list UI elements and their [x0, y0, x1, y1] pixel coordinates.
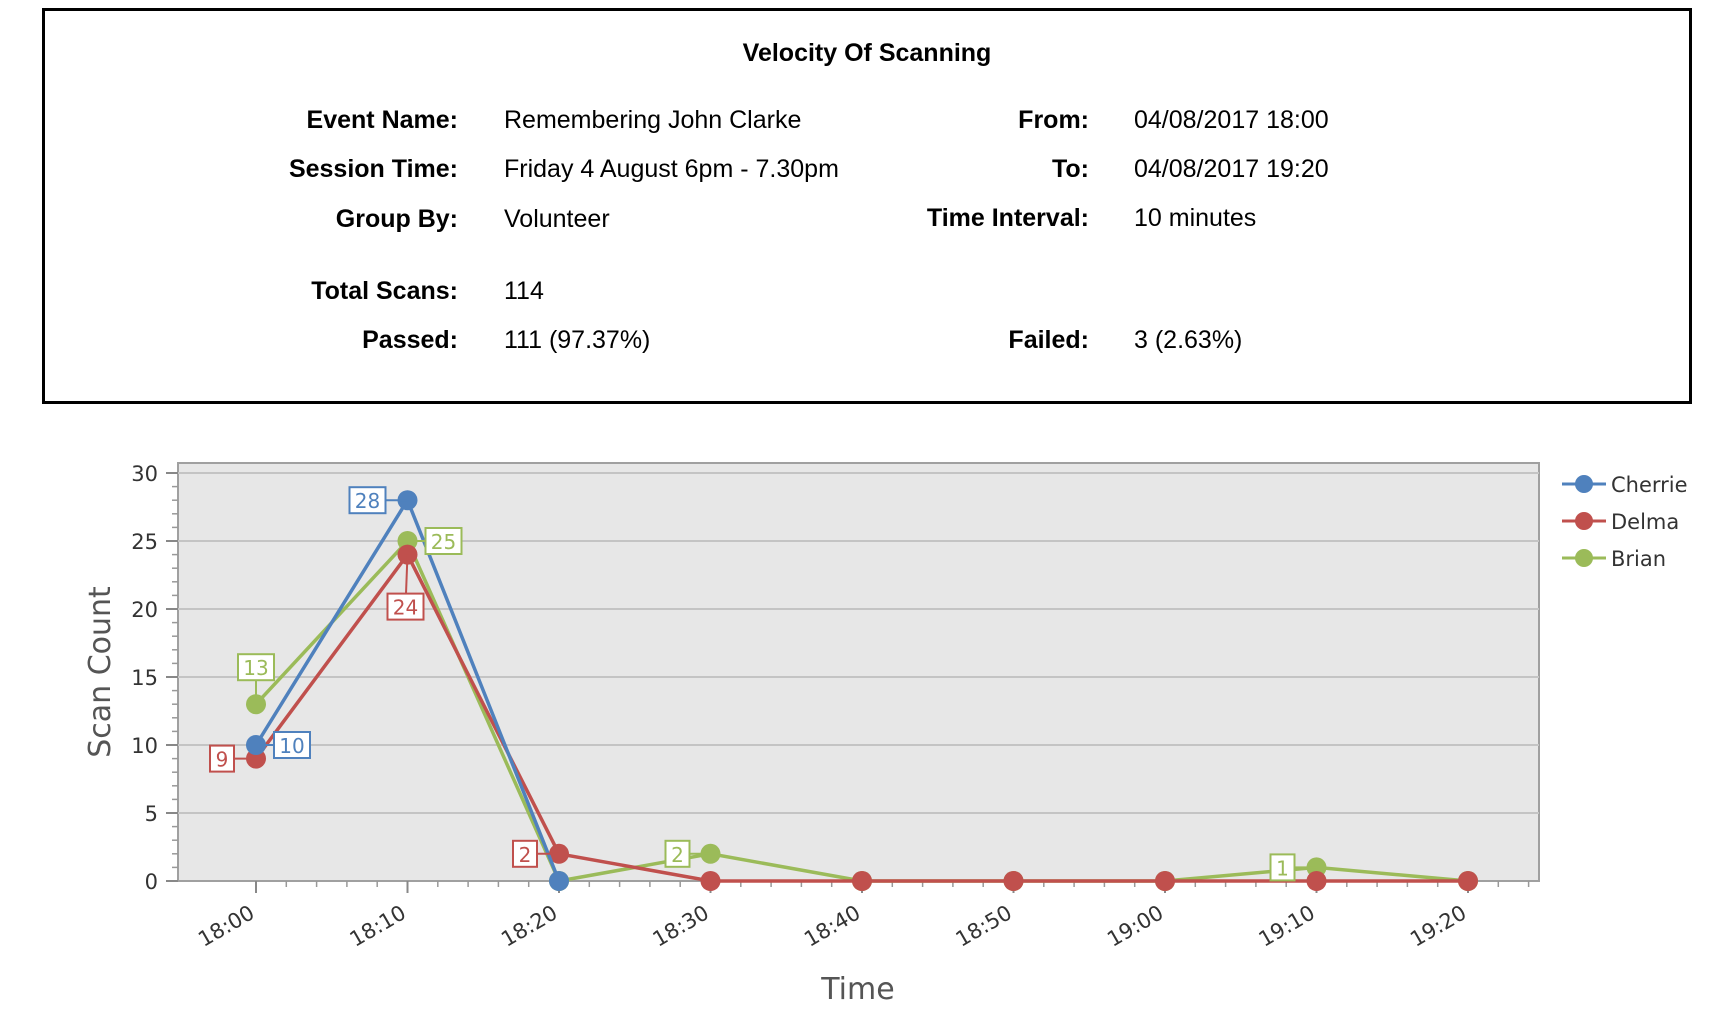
x-tick-label: 19:10	[1255, 901, 1319, 952]
plot-area	[177, 462, 1540, 882]
gridlines	[178, 472, 1539, 814]
x-tick-label: 18:10	[346, 901, 410, 952]
series-delma	[246, 544, 1478, 891]
legend-label: Delma	[1611, 510, 1679, 534]
data-point	[549, 871, 569, 891]
legend-item: Brian	[1562, 547, 1666, 571]
data-label-box	[273, 731, 311, 759]
legend-item: Delma	[1562, 510, 1679, 534]
y-axis-title: Scan Count	[83, 586, 118, 758]
x-tick-label: 18:00	[194, 901, 258, 952]
data-point	[852, 871, 872, 891]
legend-marker	[1575, 512, 1593, 530]
data-label-box	[237, 653, 275, 682]
data-label-box	[348, 486, 387, 515]
data-point	[1003, 871, 1024, 891]
data-label-box	[424, 527, 463, 555]
data-label-box	[664, 839, 691, 868]
series-layer	[246, 490, 1478, 891]
to-value: 04/08/2017 19:20	[1134, 155, 1329, 183]
session-time-label: Session Time:	[288, 155, 458, 183]
data-point	[700, 871, 721, 891]
data-point	[1306, 871, 1327, 891]
data-label-text: 28	[355, 489, 380, 513]
data-label-box	[512, 839, 538, 868]
data-label-text: 10	[279, 734, 304, 758]
data-label-text: 1	[1276, 856, 1289, 880]
data-label-text: 24	[393, 596, 418, 620]
data-label: 9	[209, 744, 256, 773]
data-label: 2	[664, 839, 711, 868]
group-by-value: Volunteer	[504, 205, 610, 233]
x-tick-label: 19:00	[1103, 901, 1167, 952]
data-label: 2	[512, 839, 559, 868]
x-tick-label: 18:40	[800, 901, 864, 952]
x-tick-label: 18:50	[952, 901, 1016, 952]
data-label: 13	[237, 653, 275, 705]
y-tick-label: 30	[131, 462, 158, 486]
x-tick-label: 18:30	[649, 901, 713, 952]
y-tick-label: 15	[131, 666, 158, 690]
y-tick-label: 10	[131, 734, 158, 758]
data-point	[1458, 871, 1478, 891]
legend-marker	[1575, 549, 1593, 567]
data-label-text: 25	[431, 530, 456, 554]
time-interval-label: Time Interval:	[926, 204, 1089, 232]
y-tick-label: 0	[145, 870, 158, 894]
y-tick-label: 25	[131, 530, 158, 554]
failed-value: 3 (2.63%)	[1134, 326, 1243, 354]
data-label-text: 13	[243, 656, 268, 680]
data-label: 25	[407, 527, 463, 555]
data-label-text: 9	[216, 748, 229, 772]
from-label: From:	[1018, 106, 1089, 134]
session-time-value: Friday 4 August 6pm - 7.30pm	[504, 155, 839, 183]
legend-marker	[1575, 475, 1593, 493]
legend-item: Cherrie	[1562, 473, 1688, 497]
passed-label: Passed:	[362, 326, 458, 354]
from-value: 04/08/2017 18:00	[1134, 106, 1329, 134]
y-tick-label: 5	[145, 802, 158, 826]
data-label-text: 2	[671, 843, 684, 867]
event-name-value: Remembering John Clarke	[504, 106, 802, 134]
data-label-box	[1269, 853, 1296, 882]
legend-label: Brian	[1611, 547, 1666, 571]
data-label: 28	[348, 486, 408, 515]
x-axis-title: Time	[820, 972, 894, 1007]
x-tick-label: 19:20	[1406, 901, 1470, 952]
to-label: To:	[1051, 155, 1089, 183]
event-name-label: Event Name:	[306, 106, 458, 134]
x-tick-label: 18:20	[497, 901, 561, 952]
total-scans-label: Total Scans:	[311, 277, 458, 305]
data-label-box	[209, 744, 235, 773]
report-title: Velocity Of Scanning	[742, 39, 992, 67]
y-tick-label: 20	[131, 598, 158, 622]
report-summary: Velocity Of Scanning Event Name: Remembe…	[42, 8, 1692, 404]
legend: Cherrie Delma Brian	[1562, 473, 1688, 571]
data-label: 24	[386, 554, 425, 621]
legend-label: Cherrie	[1611, 473, 1688, 497]
passed-value: 111 (97.37%)	[504, 326, 651, 354]
data-label-text: 2	[519, 843, 532, 867]
data-label-layer: 10 28 9 24 2 13 25 2 1	[209, 486, 1317, 882]
data-label: 10	[256, 731, 311, 759]
group-by-label: Group By:	[335, 205, 458, 233]
total-scans-value: 114	[504, 277, 544, 305]
failed-label: Failed:	[1008, 326, 1089, 354]
data-point	[1155, 871, 1175, 891]
time-interval-value: 10 minutes	[1134, 204, 1257, 232]
data-label-box	[386, 592, 425, 621]
data-label: 1	[1269, 853, 1317, 882]
